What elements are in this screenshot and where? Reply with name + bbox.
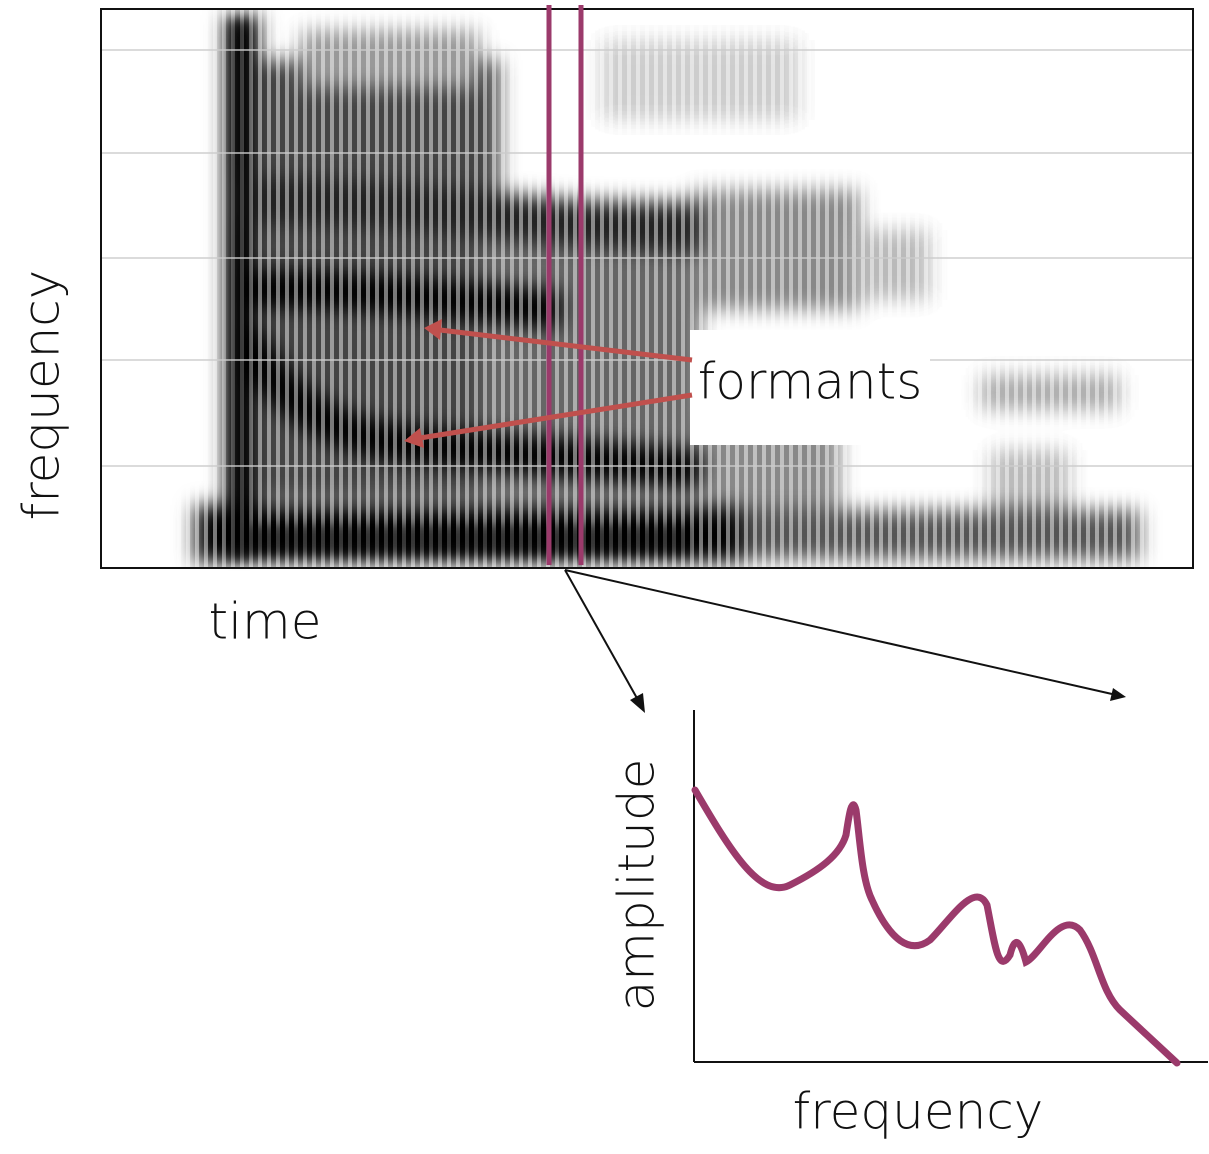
spectrogram-grid	[101, 49, 1193, 467]
y-axis-label: frequency	[13, 270, 71, 521]
spectrum-x-label: frequency	[793, 1083, 1044, 1141]
annotation-box	[690, 330, 930, 445]
spectrum-y-label: amplitude	[608, 759, 666, 1012]
time-slice	[546, 5, 584, 565]
spectrum-axes	[693, 710, 1208, 1063]
spectrogram-energy	[101, 9, 1193, 568]
spectrum-curve	[691, 786, 1181, 1067]
x-axis-label: time	[209, 593, 322, 651]
zoom-arrows	[564, 569, 1126, 713]
annotation-label: formants	[698, 353, 923, 411]
formant-arrows	[404, 319, 693, 448]
spectrogram-dark-bands	[228, 20, 690, 560]
spectrogram-frame	[100, 8, 1194, 569]
